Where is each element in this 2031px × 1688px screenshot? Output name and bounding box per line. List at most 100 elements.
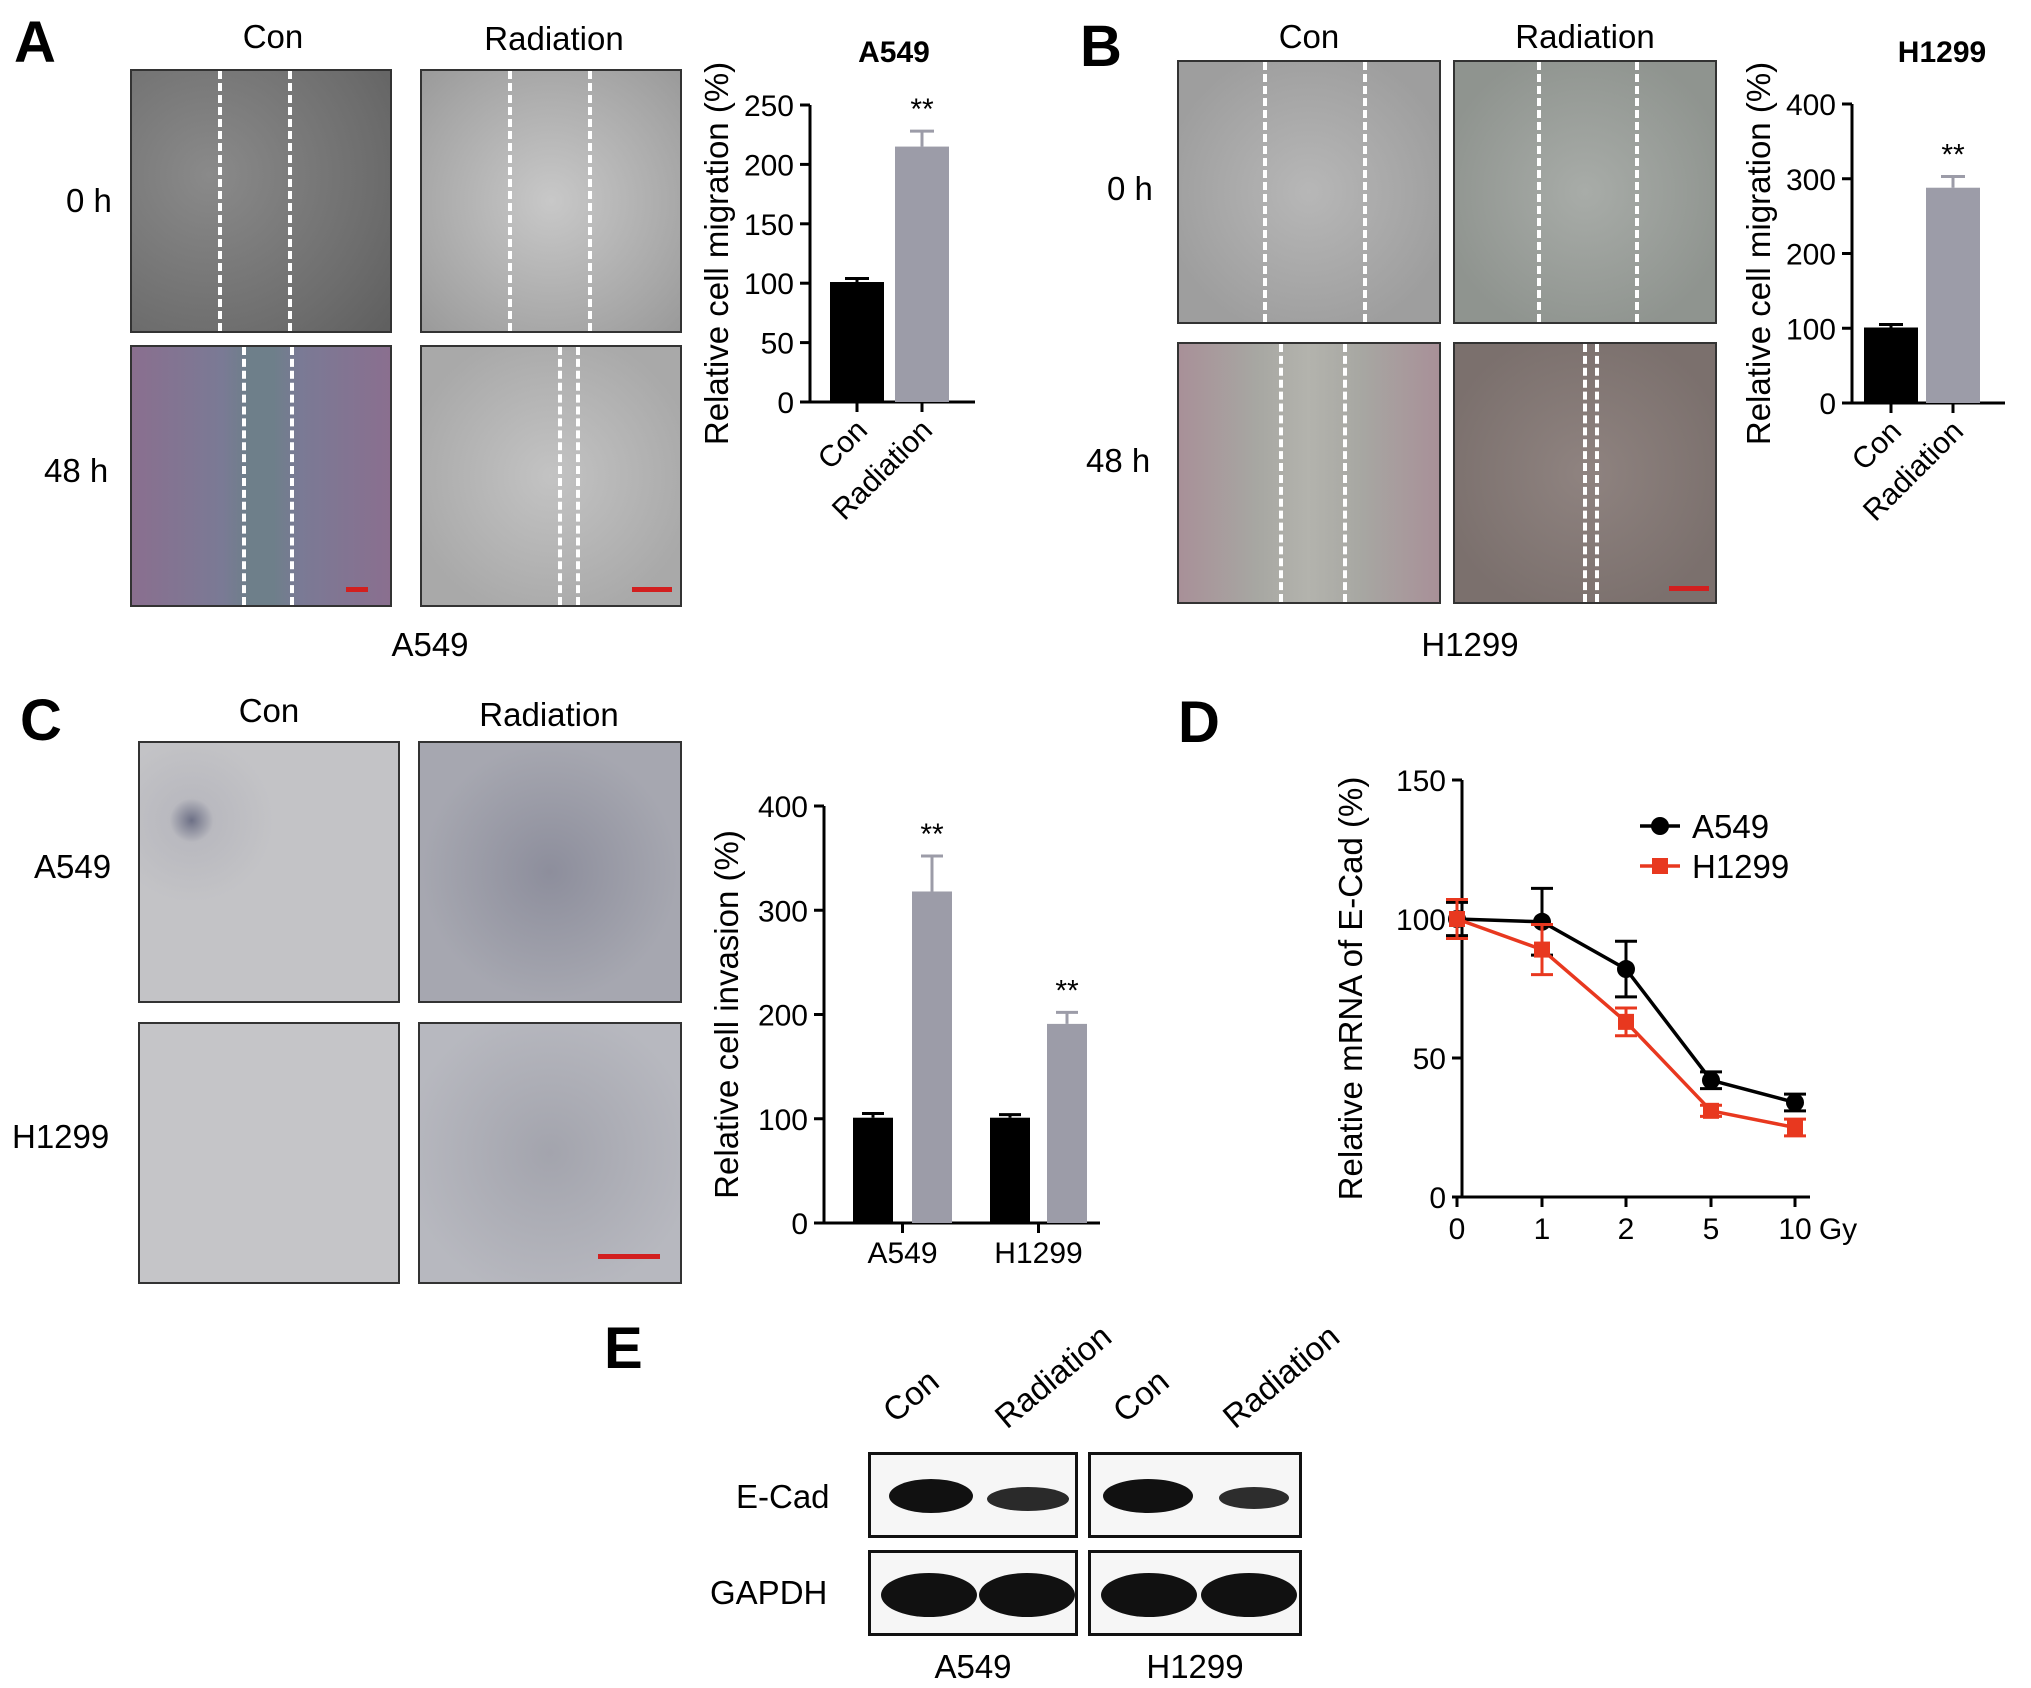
panel-letter-b: B xyxy=(1080,18,1122,76)
panel-letter-e: E xyxy=(604,1320,643,1378)
micrograph-c-con-a549 xyxy=(138,741,400,1003)
micrograph-c-con-h1299 xyxy=(138,1022,400,1284)
chart-d-ylabel: Relative mRNA of E-Cad (%) xyxy=(1332,777,1369,1201)
chart-c-y-tick-label-0: 0 xyxy=(791,1208,808,1241)
chart-b-y-tick-label-2: 200 xyxy=(1786,239,1836,272)
chart-d-legend-marker-0 xyxy=(1651,817,1669,835)
chart-c-x-tick-label-0: A549 xyxy=(867,1237,937,1270)
chart-b-title: H1299 xyxy=(1898,36,1986,69)
chart-d-y-tick-label-2: 100 xyxy=(1396,904,1446,937)
chart-d: 0 50 100 150 Relative mRNA of E-Cad (%) 0 1 2 5 1… xyxy=(1320,730,1880,1270)
chart-c: 0 100 200 300 400 Relative cell invasion (%) *… xyxy=(690,770,1110,1280)
lane-label-a549-con: Con xyxy=(876,1362,947,1430)
chart-d-legend-label-0: A549 xyxy=(1692,808,1769,845)
micrograph-a-con-0h xyxy=(130,69,392,333)
western-blot-h1299-ecad xyxy=(1088,1452,1302,1538)
chart-c-bar-a549-0 xyxy=(853,1118,893,1223)
lane-label-h1299-radiation: Radiation xyxy=(1216,1317,1347,1436)
chart-c-significance-1: ** xyxy=(1055,974,1079,1007)
chart-d-y-tick-label-3: 150 xyxy=(1396,765,1446,798)
wb-group-label-a549: A549 xyxy=(868,1648,1078,1686)
panel-letter-c: C xyxy=(20,692,62,750)
panel-c-row-label-h1299: H1299 xyxy=(12,1120,109,1153)
chart-d-legend-label-1: H1299 xyxy=(1692,848,1789,885)
panel-c-row-label-a549: A549 xyxy=(34,850,111,883)
panel-b-row-label-0h: 0 h xyxy=(1107,172,1153,205)
western-blot-a549-gapdh xyxy=(868,1550,1078,1636)
chart-c-bar-a549-1 xyxy=(912,891,952,1223)
chart-b-significance-1: ** xyxy=(1941,139,1965,172)
chart-d-x-tick-label-1: 1 xyxy=(1534,1213,1551,1246)
chart-b: 0 100 200 300 400 Relative cell migration (%)… xyxy=(1730,20,2030,660)
chart-a-significance-1: ** xyxy=(910,93,934,126)
micrograph-c-rad-h1299 xyxy=(418,1022,682,1284)
wb-row-label-ecad: E-Cad xyxy=(736,1478,830,1516)
micrograph-c-rad-a549 xyxy=(418,741,682,1003)
micrograph-a-rad-48h xyxy=(420,345,682,607)
chart-a-bar-radiation xyxy=(895,147,949,402)
chart-d-point-a549-2 xyxy=(1617,960,1635,978)
chart-d-point-a549-3 xyxy=(1702,1071,1720,1089)
panel-a-row-label-0h: 0 h xyxy=(66,184,112,217)
chart-b-y-tick-label-3: 300 xyxy=(1786,164,1836,197)
panel-a-row-label-48h: 48 h xyxy=(44,454,108,487)
wb-row-label-gapdh: GAPDH xyxy=(710,1574,827,1612)
chart-d-point-h1299-1 xyxy=(1534,942,1550,958)
wb-group-label-h1299: H1299 xyxy=(1088,1648,1302,1686)
chart-b-y-tick-label-0: 0 xyxy=(1819,388,1836,421)
chart-b-ylabel: Relative cell migration (%) xyxy=(1740,62,1777,445)
chart-a-bar-con xyxy=(830,282,884,402)
chart-c-y-tick-label-1: 100 xyxy=(758,1104,808,1137)
lane-label-h1299-con: Con xyxy=(1106,1362,1177,1430)
micrograph-b-con-0h xyxy=(1177,60,1441,324)
panel-a-col-label-con: Con xyxy=(130,20,416,53)
panel-letter-a: A xyxy=(14,14,56,72)
chart-d-legend-marker-1 xyxy=(1652,858,1668,874)
micrograph-b-rad-0h xyxy=(1453,60,1717,324)
chart-b-y-tick-label-1: 100 xyxy=(1786,313,1836,346)
chart-c-significance-0: ** xyxy=(920,818,944,851)
chart-c-y-tick-label-2: 200 xyxy=(758,1000,808,1033)
chart-d-point-a549-4 xyxy=(1786,1093,1804,1111)
chart-c-y-tick-label-3: 300 xyxy=(758,895,808,928)
chart-d-y-tick-label-0: 0 xyxy=(1429,1182,1446,1215)
chart-a-ylabel: Relative cell migration (%) xyxy=(698,62,735,445)
panel-a-col-label-radiation: Radiation xyxy=(411,22,697,55)
chart-b-y-tick-label-4: 400 xyxy=(1786,89,1836,122)
chart-d-x-tick-label-4: 10 xyxy=(1778,1213,1811,1246)
chart-c-ylabel: Relative cell invasion (%) xyxy=(708,830,745,1199)
chart-b-bar-radiation xyxy=(1926,188,1980,403)
chart-d-point-h1299-3 xyxy=(1703,1103,1719,1119)
micrograph-a-con-48h xyxy=(130,345,392,607)
panel-b-col-label-con: Con xyxy=(1177,20,1441,53)
chart-c-bar-h1299-1 xyxy=(1047,1024,1087,1223)
chart-a-y-tick-label-4: 200 xyxy=(744,149,794,182)
panel-b-row-label-48h: 48 h xyxy=(1086,444,1150,477)
panel-letter-d: D xyxy=(1178,694,1220,752)
chart-d-point-h1299-2 xyxy=(1618,1014,1634,1030)
chart-c-x-tick-label-1: H1299 xyxy=(994,1237,1082,1270)
chart-d-point-h1299-0 xyxy=(1449,911,1465,927)
chart-a-y-tick-label-1: 50 xyxy=(761,328,794,361)
panel-b-cell-label: H1299 xyxy=(1340,628,1600,661)
chart-d-x-tick-label-0: 0 xyxy=(1449,1213,1466,1246)
panel-c-col-label-con: Con xyxy=(138,694,400,727)
micrograph-b-rad-48h xyxy=(1453,342,1717,604)
lane-label-a549-radiation: Radiation xyxy=(988,1317,1119,1436)
chart-d-y-tick-label-1: 50 xyxy=(1413,1043,1446,1076)
chart-a-y-tick-label-3: 150 xyxy=(744,209,794,242)
chart-d-x-tick-label-3: 5 xyxy=(1703,1213,1720,1246)
chart-c-y-tick-label-4: 400 xyxy=(758,791,808,824)
chart-b-bar-con xyxy=(1864,328,1918,403)
panel-b-col-label-radiation: Radiation xyxy=(1453,20,1717,53)
micrograph-a-rad-0h xyxy=(420,69,682,333)
chart-c-bar-h1299-0 xyxy=(990,1118,1030,1223)
chart-d-x-tick-label-2: 2 xyxy=(1618,1213,1635,1246)
western-blot-h1299-gapdh xyxy=(1088,1550,1302,1636)
panel-c-col-label-radiation: Radiation xyxy=(418,698,680,731)
chart-a-y-tick-label-5: 250 xyxy=(744,90,794,123)
chart-d-point-h1299-4 xyxy=(1787,1120,1803,1136)
chart-d-xlabel: Gy xyxy=(1819,1213,1857,1246)
chart-a-y-tick-label-0: 0 xyxy=(777,387,794,420)
chart-a-y-tick-label-2: 100 xyxy=(744,268,794,301)
